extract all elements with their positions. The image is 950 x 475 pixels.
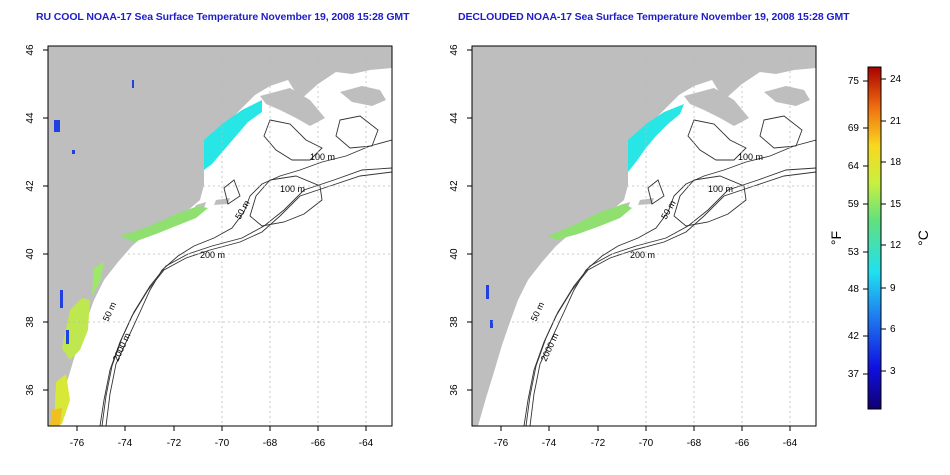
left-y-tick-label: 36: [25, 384, 36, 396]
right-contour-label: 200 m: [630, 250, 655, 260]
colorbar-f-tick-label: 69: [848, 123, 860, 134]
left-x-tick-label: -66: [311, 438, 326, 449]
left-x-tick-label: -70: [215, 438, 230, 449]
colorbar: 75 69 64 59 53 48 42 37 24 21 18 15 12 9…: [828, 66, 931, 410]
left-y-ticks: [43, 49, 48, 391]
right-y-ticks: [467, 49, 472, 391]
left-y-tick-label: 38: [25, 316, 36, 328]
right-y-tick-label: 36: [449, 384, 460, 396]
right-x-tick-label: -68: [687, 438, 702, 449]
colorbar-c-tick-label: 15: [890, 199, 902, 210]
right-map-frame: [471, 45, 817, 427]
colorbar-f-ticks: [863, 80, 868, 375]
right-contour-label: 100 m: [708, 184, 733, 194]
left-sst-blue-specks: [54, 80, 134, 344]
left-x-tick-label: -64: [359, 438, 374, 449]
left-gridlines: [48, 46, 392, 426]
right-sst-cyan-gulf-of-maine: [628, 104, 684, 172]
right-contour-label: 100 m: [738, 152, 763, 162]
right-y-tick-label: 46: [449, 44, 460, 56]
left-contour-label: 200 m: [200, 250, 225, 260]
left-x-tick-label: -72: [167, 438, 182, 449]
right-x-tick-label: -76: [494, 438, 509, 449]
colorbar-celsius-label: °C: [915, 230, 931, 246]
colorbar-c-tick-label: 24: [890, 74, 902, 85]
left-contour-label: 100 m: [310, 152, 335, 162]
left-map-title: RU COOL NOAA-17 Sea Surface Temperature …: [36, 11, 410, 23]
left-contour-label: 100 m: [280, 184, 305, 194]
left-map-panel: 100 m 100 m 50 m 200 m 50 m 2000 m -76 -…: [25, 44, 393, 449]
right-x-ticks: [500, 426, 791, 431]
right-y-tick-label: 40: [449, 248, 460, 260]
right-sst-blue-specks: [486, 285, 493, 328]
left-land: [48, 46, 392, 426]
colorbar-c-ticks: [881, 78, 886, 372]
colorbar-c-tick-label: 6: [890, 324, 896, 335]
right-y-tick-label: 44: [449, 112, 460, 124]
right-x-tick-label: -64: [783, 438, 798, 449]
colorbar-f-tick-label: 75: [848, 76, 860, 87]
left-map-frame: [47, 45, 393, 427]
colorbar-fahrenheit-label: °F: [828, 231, 844, 245]
colorbar-f-tick-label: 37: [848, 369, 860, 380]
right-gridlines: [472, 46, 816, 426]
left-x-tick-label: -74: [118, 438, 133, 449]
colorbar-c-tick-label: 21: [890, 116, 902, 127]
left-x-tick-label: -76: [70, 438, 85, 449]
right-map-panel: 100 m 100 m 50 m 200 m 50 m 2000 m -76 -…: [449, 44, 817, 449]
left-y-tick-label: 44: [25, 112, 36, 124]
colorbar-c-tick-label: 9: [890, 283, 896, 294]
right-x-tick-label: -70: [639, 438, 654, 449]
colorbar-f-tick-label: 64: [848, 161, 860, 172]
left-y-tick-label: 46: [25, 44, 36, 56]
colorbar-f-tick-label: 42: [848, 331, 860, 342]
right-map-title: DECLOUDED NOAA-17 Sea Surface Temperatur…: [458, 11, 850, 23]
colorbar-f-tick-label: 59: [848, 199, 860, 210]
left-y-tick-label: 42: [25, 180, 36, 192]
colorbar-f-tick-label: 53: [848, 247, 860, 258]
right-x-tick-label: -72: [591, 438, 606, 449]
right-y-tick-label: 42: [449, 180, 460, 192]
colorbar-gradient: [867, 66, 882, 410]
colorbar-c-tick-label: 3: [890, 366, 896, 377]
right-x-tick-label: -74: [542, 438, 557, 449]
colorbar-c-tick-label: 18: [890, 157, 902, 168]
left-sst-cyan-gulf-of-maine: [204, 100, 262, 170]
right-sst-green-shelf: [548, 204, 632, 240]
left-y-tick-label: 40: [25, 248, 36, 260]
left-x-ticks: [76, 426, 367, 431]
right-y-tick-label: 38: [449, 316, 460, 328]
colorbar-f-tick-label: 48: [848, 284, 860, 295]
left-x-tick-label: -68: [263, 438, 278, 449]
right-x-tick-label: -66: [735, 438, 750, 449]
colorbar-c-tick-label: 12: [890, 240, 902, 251]
left-sst-green-shelf: [50, 206, 208, 426]
